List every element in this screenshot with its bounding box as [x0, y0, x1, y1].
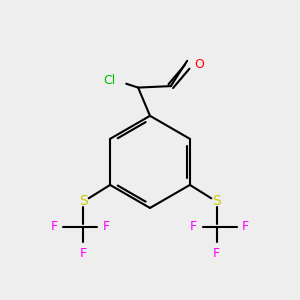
Text: F: F	[103, 220, 110, 233]
Text: F: F	[190, 220, 197, 233]
Text: Cl: Cl	[103, 74, 116, 87]
Text: F: F	[242, 220, 249, 233]
Text: O: O	[195, 58, 205, 71]
Text: S: S	[212, 194, 221, 208]
Text: S: S	[79, 194, 88, 208]
Text: F: F	[51, 220, 58, 233]
Text: F: F	[80, 247, 87, 260]
Text: F: F	[213, 247, 220, 260]
